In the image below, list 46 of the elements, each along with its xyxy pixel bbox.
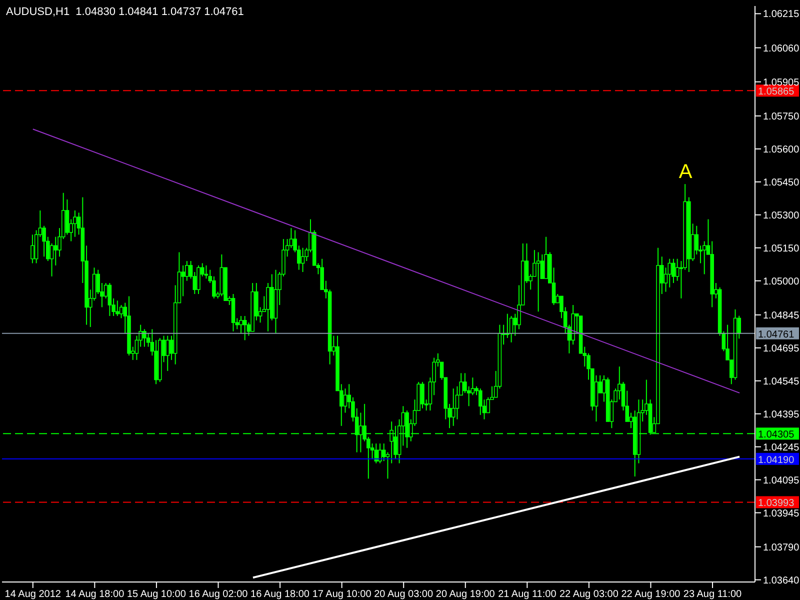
y-tick-label: 1.05300 xyxy=(763,210,800,222)
candlestick xyxy=(54,236,58,266)
x-tick-label: 16 Aug 02:00 xyxy=(188,589,248,600)
y-tick-label: 1.06060 xyxy=(763,43,800,54)
x-tick-label: 20 Aug 19:00 xyxy=(436,589,496,600)
y-tick-label: 1.05600 xyxy=(763,144,800,156)
y-tick-label: 1.04095 xyxy=(763,475,800,486)
y-tick-label: 1.03945 xyxy=(763,508,800,520)
candlestick xyxy=(300,247,305,273)
candlestick xyxy=(73,210,77,238)
x-tick-label: 15 Aug 10:00 xyxy=(126,589,186,600)
x-tick-label: 17 Aug 10:00 xyxy=(312,589,372,600)
y-tick-label: 1.05150 xyxy=(763,243,800,254)
candlestick xyxy=(455,386,460,420)
ref-line-label: 1.05865 xyxy=(758,86,795,98)
ref-line-label: 1.04190 xyxy=(758,454,795,466)
y-tick-label: 1.03640 xyxy=(763,575,800,586)
x-tick-label: 22 Aug 19:00 xyxy=(621,589,681,600)
y-tick-label: 1.04845 xyxy=(763,310,800,322)
y-tick-label: 1.03790 xyxy=(763,542,800,554)
y-tick-label: 1.06215 xyxy=(763,9,800,20)
x-tick-label: 14 Aug 18:00 xyxy=(65,589,125,600)
chart-title: AUDUSD,H1 1.04830 1.04841 1.04737 1.04761 xyxy=(6,6,244,18)
x-tick-label: 23 Aug 11:00 xyxy=(683,589,742,600)
y-tick-label: 1.04395 xyxy=(763,409,800,420)
ref-line-label: 1.03993 xyxy=(758,498,795,510)
x-tick-label: 22 Aug 03:00 xyxy=(559,589,619,600)
x-tick-label: 16 Aug 18:00 xyxy=(250,589,310,600)
candlestick xyxy=(451,388,456,426)
x-tick-label: 21 Aug 11:00 xyxy=(498,589,557,600)
candlestick xyxy=(274,269,278,334)
annotation: A xyxy=(678,161,693,184)
candlestick xyxy=(536,252,540,312)
y-tick-label: 1.05450 xyxy=(763,177,800,188)
ref-line-label: 1.04761 xyxy=(758,329,795,340)
y-tick-label: 1.04695 xyxy=(763,343,800,354)
candlestick xyxy=(710,240,714,308)
candlestick xyxy=(343,388,348,414)
x-tick-label: 20 Aug 03:00 xyxy=(374,589,434,600)
x-tick-label: 14 Aug 2012 xyxy=(4,589,62,600)
y-tick-label: 1.04545 xyxy=(763,376,800,388)
ref-line-label: 1.04305 xyxy=(758,430,795,441)
y-tick-label: 1.05000 xyxy=(763,276,800,288)
y-tick-label: 1.04245 xyxy=(763,442,800,454)
y-tick-label: 1.05750 xyxy=(763,111,800,122)
candlestick xyxy=(664,267,668,292)
